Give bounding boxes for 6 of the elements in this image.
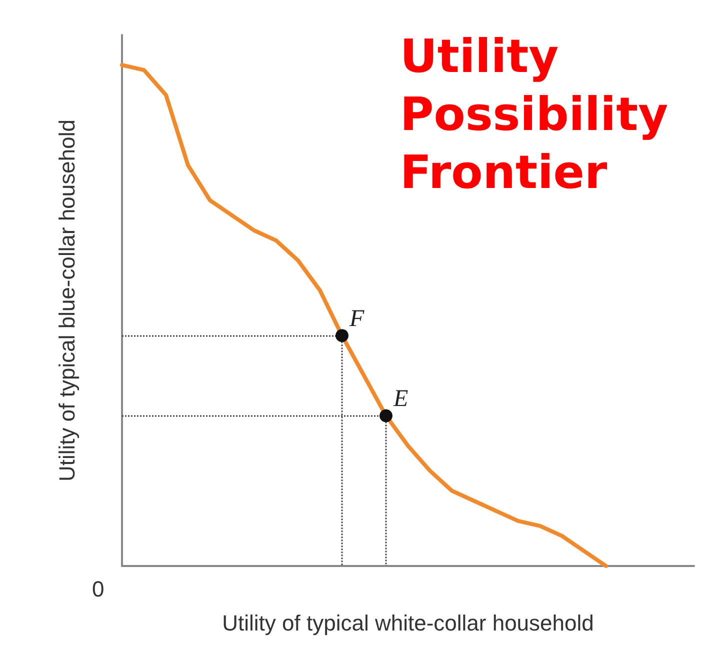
x-axis-title: Utility of typical white-collar household xyxy=(222,610,594,636)
y-axis-title: Utility of typical blue-collar household xyxy=(54,120,80,482)
text: 0 xyxy=(92,576,104,602)
ref-line-label: E xyxy=(392,386,408,412)
text: Utility Possibility Frontier xyxy=(400,29,684,199)
ref-line-label: F xyxy=(348,306,364,332)
